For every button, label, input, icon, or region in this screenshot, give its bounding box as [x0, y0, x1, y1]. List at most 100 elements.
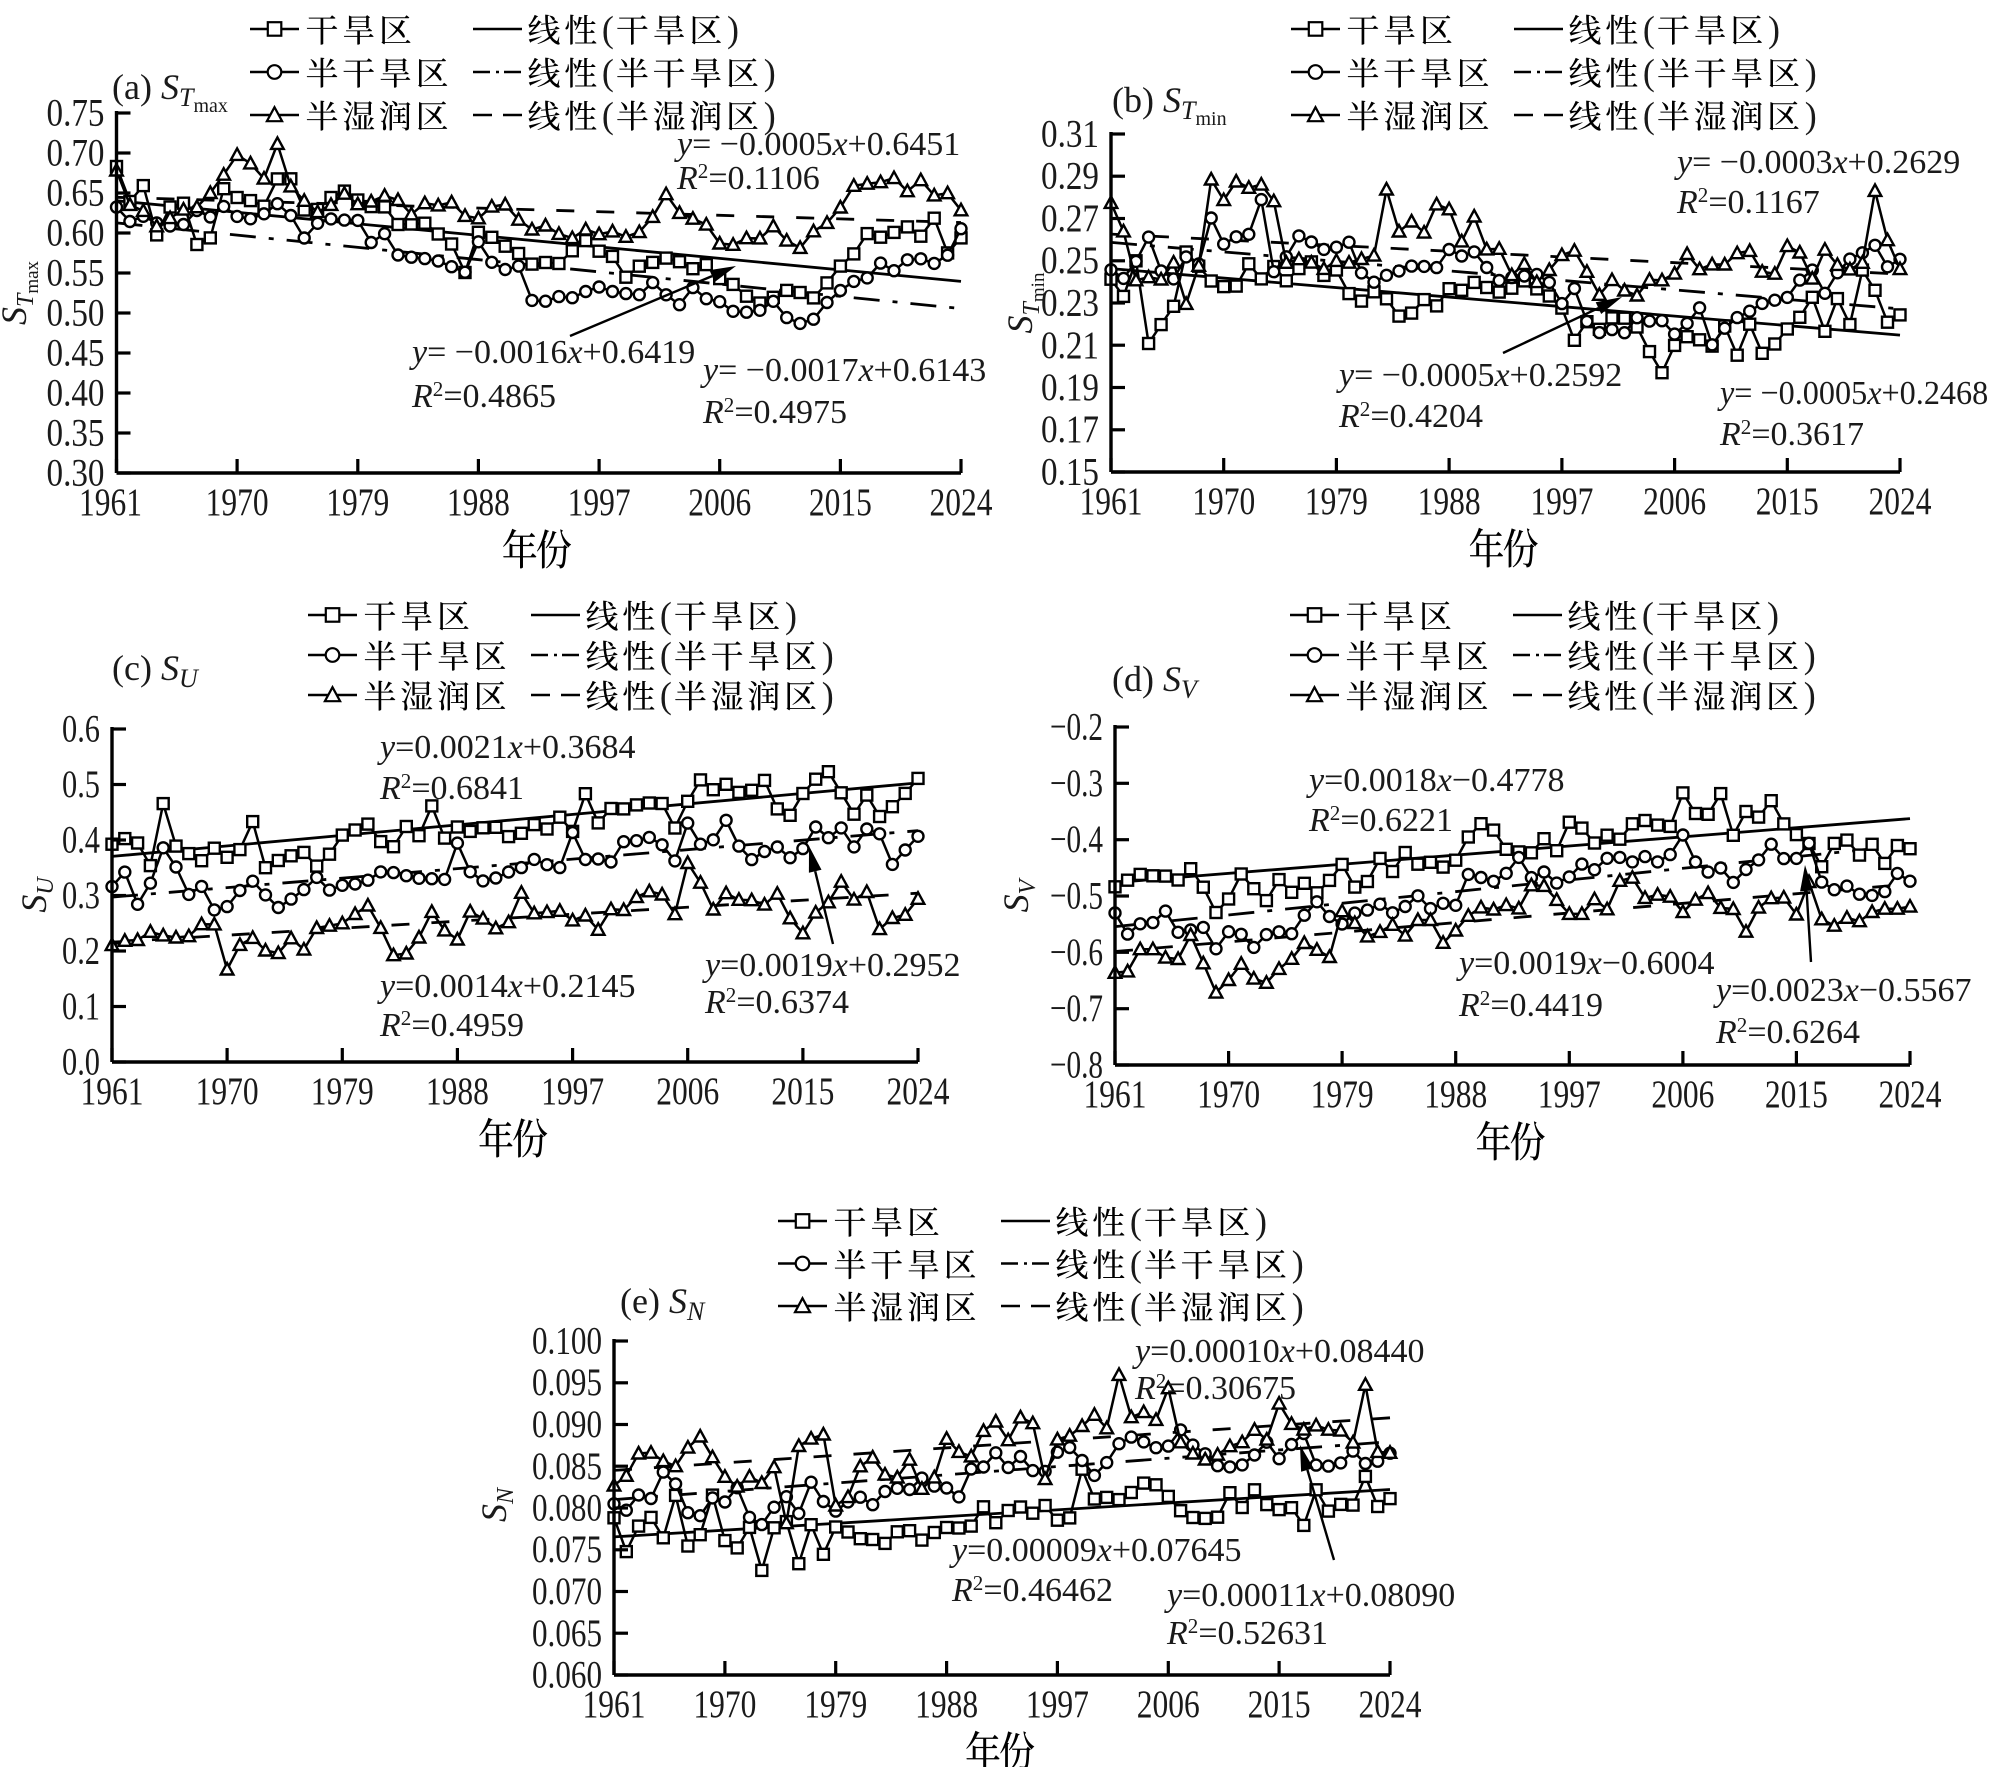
svg-text:(: ( — [1642, 636, 1654, 677]
svg-text:): ) — [822, 676, 834, 717]
svg-text:R2​=0.6374: R2​=0.6374 — [704, 983, 849, 1021]
svg-text:R2​=0.6841: R2​=0.6841 — [379, 769, 524, 807]
svg-text:0.31: 0.31 — [1041, 113, 1099, 156]
svg-text:(b) STmin: (b) STmin — [1112, 80, 1227, 130]
svg-text:1979: 1979 — [326, 481, 389, 524]
svg-text:y=0.0014x+0.2145: y=0.0014x+0.2145 — [377, 968, 636, 1005]
svg-text:): ) — [764, 53, 776, 94]
svg-text:(: ( — [1642, 676, 1654, 717]
svg-text:−0.5: −0.5 — [1050, 875, 1103, 918]
svg-text:(: ( — [1643, 10, 1655, 51]
svg-text:): ) — [1767, 596, 1779, 637]
svg-text:R2​=0.3617: R2​=0.3617 — [1719, 415, 1864, 453]
svg-text:STmin: STmin — [1000, 272, 1049, 333]
svg-text:2006: 2006 — [1137, 1683, 1200, 1726]
svg-text:1970: 1970 — [196, 1070, 259, 1113]
svg-text:1988: 1988 — [1418, 480, 1481, 523]
svg-text:2024: 2024 — [887, 1070, 950, 1113]
svg-text:): ) — [785, 596, 797, 637]
svg-text:SU: SU — [14, 876, 59, 913]
svg-text:0.3: 0.3 — [62, 874, 100, 917]
svg-text:SV: SV — [996, 877, 1041, 912]
svg-text:0.25: 0.25 — [1041, 239, 1099, 282]
svg-text:−0.4: −0.4 — [1050, 818, 1103, 861]
svg-text:1997: 1997 — [1530, 480, 1593, 523]
svg-text:0.35: 0.35 — [47, 412, 105, 455]
svg-text:0.065: 0.065 — [532, 1612, 602, 1655]
svg-text:): ) — [1805, 96, 1817, 137]
svg-text:): ) — [1292, 1287, 1304, 1328]
svg-text:1988: 1988 — [1424, 1073, 1487, 1116]
svg-text:0.60: 0.60 — [47, 212, 105, 255]
svg-text:(a) STmax: (a) STmax — [112, 67, 228, 117]
svg-text:R2​=0.6264: R2​=0.6264 — [1715, 1013, 1860, 1051]
svg-text:1961: 1961 — [79, 481, 142, 524]
svg-text:2015: 2015 — [1756, 480, 1819, 523]
svg-text:(d) SV: (d) SV — [1112, 659, 1200, 704]
svg-text:): ) — [1255, 1202, 1267, 1243]
svg-text:0.1: 0.1 — [62, 985, 100, 1028]
svg-text:(: ( — [660, 596, 672, 637]
svg-text:(: ( — [1643, 53, 1655, 94]
svg-text:0.65: 0.65 — [47, 172, 105, 215]
svg-text:1979: 1979 — [804, 1683, 867, 1726]
svg-text:1970: 1970 — [1192, 480, 1255, 523]
svg-text:1961: 1961 — [583, 1683, 646, 1726]
svg-text:y= −0.0005x+0.2468: y= −0.0005x+0.2468 — [1717, 374, 1988, 412]
svg-text:0.2: 0.2 — [62, 930, 100, 973]
svg-text:1997: 1997 — [568, 481, 631, 524]
svg-text:y= −0.0005x+0.6451: y= −0.0005x+0.6451 — [674, 126, 960, 163]
svg-text:): ) — [1805, 53, 1817, 94]
svg-text:y=0.0019x+0.2952: y=0.0019x+0.2952 — [702, 947, 961, 984]
svg-text:0.15: 0.15 — [1041, 451, 1099, 494]
svg-text:−0.3: −0.3 — [1050, 762, 1103, 805]
svg-text:0.27: 0.27 — [1041, 197, 1099, 240]
svg-text:2015: 2015 — [809, 481, 872, 524]
svg-text:(: ( — [1642, 596, 1654, 637]
svg-text:1979: 1979 — [1311, 1073, 1374, 1116]
svg-text:R2​=0.1167: R2​=0.1167 — [1676, 183, 1820, 221]
svg-text:2015: 2015 — [1248, 1683, 1311, 1726]
svg-text:0.080: 0.080 — [532, 1487, 602, 1530]
svg-text:(: ( — [1130, 1244, 1142, 1285]
svg-text:0.45: 0.45 — [47, 332, 105, 375]
svg-text:): ) — [1768, 10, 1780, 51]
svg-text:R2​=0.46462: R2​=0.46462 — [951, 1571, 1113, 1609]
svg-text:(: ( — [602, 53, 614, 94]
svg-text:2006: 2006 — [688, 481, 751, 524]
svg-text:0.75: 0.75 — [47, 92, 105, 135]
svg-text:R2​=0.4865: R2​=0.4865 — [411, 377, 556, 415]
svg-text:0.50: 0.50 — [47, 292, 105, 335]
svg-text:0.070: 0.070 — [532, 1570, 602, 1613]
svg-text:2024: 2024 — [1359, 1683, 1422, 1726]
svg-text:y=0.00009x+0.07645: y=0.00009x+0.07645 — [949, 1532, 1242, 1569]
svg-text:1979: 1979 — [311, 1070, 374, 1113]
svg-text:R2​=0.4204: R2​=0.4204 — [1338, 397, 1483, 435]
svg-text:y=0.0021x+0.3684: y=0.0021x+0.3684 — [377, 729, 636, 766]
svg-text:(e) SN: (e) SN — [620, 1281, 706, 1326]
svg-text:0.23: 0.23 — [1041, 282, 1099, 325]
svg-text:): ) — [1292, 1244, 1304, 1285]
svg-text:): ) — [727, 10, 739, 51]
svg-text:y=0.00011x+0.08090: y=0.00011x+0.08090 — [1164, 1577, 1455, 1614]
svg-text:2024: 2024 — [1879, 1073, 1942, 1116]
svg-text:2006: 2006 — [1651, 1073, 1714, 1116]
svg-text:2015: 2015 — [771, 1070, 834, 1113]
svg-text:): ) — [764, 96, 776, 137]
svg-text:1997: 1997 — [541, 1070, 604, 1113]
svg-text:y= −0.0005x+0.2592: y= −0.0005x+0.2592 — [1336, 357, 1622, 394]
svg-text:0.55: 0.55 — [47, 252, 105, 295]
svg-text:y=0.0023x−0.5567: y=0.0023x−0.5567 — [1713, 972, 1972, 1009]
svg-text:0.19: 0.19 — [1041, 366, 1099, 409]
svg-text:2006: 2006 — [656, 1070, 719, 1113]
svg-text:−0.8: −0.8 — [1050, 1044, 1103, 1087]
svg-text:1961: 1961 — [81, 1070, 144, 1113]
svg-text:1988: 1988 — [447, 481, 510, 524]
svg-text:(: ( — [660, 676, 672, 717]
svg-text:−0.6: −0.6 — [1050, 931, 1103, 974]
svg-text:0.40: 0.40 — [47, 372, 105, 415]
svg-text:): ) — [1804, 636, 1816, 677]
svg-text:R2​=0.4975: R2​=0.4975 — [702, 393, 847, 431]
svg-text:1961: 1961 — [1084, 1073, 1147, 1116]
svg-text:0.095: 0.095 — [532, 1361, 602, 1404]
